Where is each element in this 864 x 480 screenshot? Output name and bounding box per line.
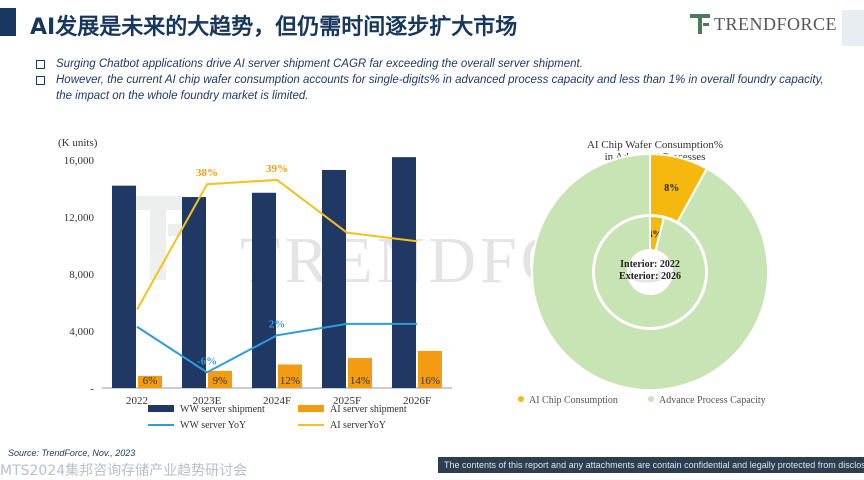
donut-slice-label: 8%: [664, 183, 679, 194]
ai-share-label: 12%: [280, 375, 300, 387]
ai-server-bar: [208, 370, 232, 388]
ai-server-bar: [348, 358, 372, 388]
legend-label: AI server shipment: [330, 404, 407, 415]
donut-center-line-1: Interior: 2022: [620, 259, 680, 270]
legend-label: AI Chip Consumption: [529, 395, 618, 406]
y-tick-label: 12,000: [64, 212, 95, 224]
x-tick-label: 2026F: [403, 395, 431, 407]
trendforce-logo-icon: [690, 14, 710, 34]
bullet-text: However, the current AI chip wafer consu…: [56, 74, 824, 102]
yoy-data-label: 39%: [266, 163, 288, 175]
server-shipment-chart: (K units) - 4,000 8,000 12,000 16,000 6% 2022…: [58, 137, 452, 430]
ai-share-label: 16%: [420, 375, 440, 387]
x-tick-label: 2025F: [333, 395, 361, 407]
legend-label: AI serverYoY: [330, 420, 386, 430]
square-bullet-icon: [36, 76, 45, 85]
legend-dot: [648, 396, 654, 402]
ai-server-bar: [278, 364, 302, 388]
ww-server-bar: [322, 169, 346, 388]
chart-unit-label: (K units): [58, 137, 98, 149]
exterior-ring-slice: [531, 152, 769, 391]
x-tick-label: 2023E: [193, 395, 222, 407]
bullet-item: However, the current AI chip wafer consu…: [36, 72, 836, 104]
ww-server-bar: [112, 185, 136, 388]
wafer-consumption-donut: AI Chip Wafer Consumption% in Advanced P…: [518, 139, 769, 406]
legend-label: WW server YoY: [180, 420, 246, 430]
legend-label: WW server shipment: [180, 404, 265, 415]
donut-slice-label: 4%: [647, 229, 662, 240]
footer-event-name: MTS2024集邦咨询存储产业趋势研讨会: [0, 463, 248, 479]
source-note: Source: TrendForce, Nov., 2023: [8, 448, 136, 458]
ai-server-bar: [138, 375, 162, 388]
right-edge-tab: [842, 10, 864, 46]
ww-server-bar: [252, 192, 276, 388]
ai-share-label: 14%: [350, 375, 370, 387]
logo-text: TRENDFORCE: [714, 14, 838, 34]
page-title: AI发展是未来的大趋势，但仍需时间逐步扩大市场: [30, 15, 518, 40]
ai-share-label: 6%: [143, 375, 158, 387]
bullet-list: Surging Chatbot applications drive AI se…: [36, 56, 836, 104]
legend-swatch: [148, 405, 174, 412]
ai-server-bar: [418, 350, 442, 388]
interior-ring-slice: [593, 214, 707, 329]
square-bullet-icon: [36, 60, 45, 69]
donut-center-line-2: Exterior: 2026: [619, 271, 681, 282]
legend-label: Advance Process Capacity: [659, 395, 766, 406]
bullet-item: Surging Chatbot applications drive AI se…: [36, 56, 836, 72]
legend-swatch: [298, 405, 324, 412]
title-bar: AI发展是未来的大趋势，但仍需时间逐步扩大市场 TRENDFORCE: [0, 0, 864, 46]
x-tick-label: 2024F: [263, 395, 291, 407]
yoy-data-label: 2%: [269, 318, 286, 330]
donut-title-line-1: AI Chip Wafer Consumption%: [587, 139, 723, 151]
y-tick-label: -: [90, 383, 94, 395]
footer-disclaimer: The contents of this report and any atta…: [438, 457, 864, 473]
ai-yoy-line: [136, 178, 418, 311]
yoy-data-label: 38%: [196, 167, 218, 179]
ww-server-bar: [392, 157, 416, 388]
bullet-text: Surging Chatbot applications drive AI se…: [56, 58, 583, 70]
x-tick-label: 2022: [126, 395, 148, 407]
y-tick-label: 16,000: [64, 155, 95, 167]
ww-server-bar: [182, 197, 206, 388]
title-accent-bar: [0, 8, 16, 36]
yoy-data-label: -6%: [197, 355, 217, 367]
ww-yoy-line: [136, 322, 417, 374]
y-tick-label: 4,000: [69, 326, 94, 338]
y-tick-label: 8,000: [69, 269, 94, 281]
legend-dot: [518, 396, 524, 402]
ai-share-label: 9%: [213, 375, 228, 387]
